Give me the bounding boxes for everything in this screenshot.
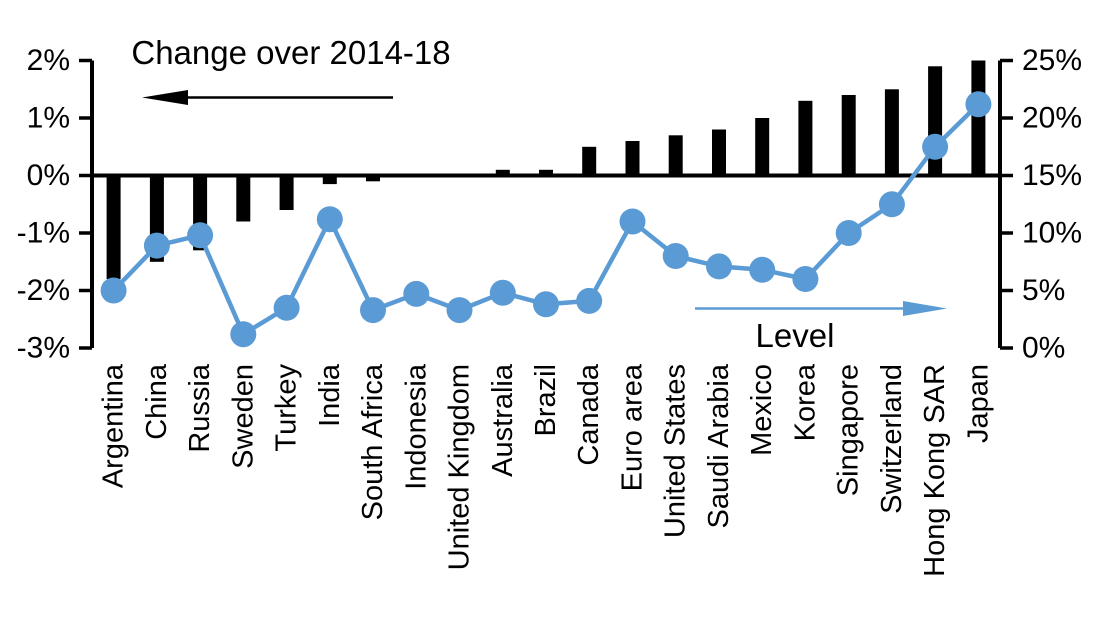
x-label-brazil: Brazil [530, 364, 562, 437]
bar-brazil [539, 169, 553, 176]
marker-hong-kong-sar [922, 133, 949, 160]
marker-argentina [100, 277, 127, 304]
left-axis-tick-label: -1% [17, 217, 70, 250]
bar-south-africa [366, 175, 380, 182]
marker-switzerland [878, 191, 905, 218]
right-axis-tick-label: 25% [1022, 44, 1082, 77]
right-axis-tick-label: 15% [1022, 159, 1082, 192]
right-axis-tick-label: 20% [1022, 102, 1082, 135]
line-series [100, 91, 992, 348]
marker-indonesia [403, 280, 430, 307]
bar-argentina [106, 175, 121, 279]
x-label-sweden: Sweden [227, 364, 259, 469]
marker-australia [489, 279, 516, 306]
bar-india [322, 175, 337, 185]
marker-japan [965, 91, 992, 118]
left-axis-tick-label: 2% [27, 44, 70, 77]
bar-turkey [279, 175, 294, 210]
bar-singapore [841, 95, 856, 176]
right-axis-tick-label: 0% [1022, 332, 1065, 365]
x-label-saudi-arabia: Saudi Arabia [703, 363, 735, 528]
bar-mexico [755, 118, 770, 176]
bar-japan [971, 60, 986, 176]
x-label-china: China [141, 363, 173, 440]
marker-brazil [533, 291, 559, 318]
x-label-canada: Canada [573, 363, 605, 465]
x-label-united-kingdom: United Kingdom [444, 364, 476, 570]
left-axis-tick-label: 0% [27, 159, 70, 192]
right-arrow [695, 301, 947, 316]
category-labels: Argentina China Russia Sweden Turkey India Sou… [98, 363, 995, 577]
marker-russia [187, 222, 214, 249]
marker-sweden [230, 321, 257, 348]
x-label-mexico: Mexico [746, 364, 778, 456]
marker-turkey [273, 294, 300, 321]
marker-china [143, 232, 170, 259]
x-label-indonesia: Indonesia [400, 363, 432, 490]
bar-sweden [236, 175, 251, 222]
marker-mexico [749, 256, 776, 283]
line-series-label: Level [756, 317, 835, 354]
left-axis-tick-label: 1% [27, 102, 70, 135]
marker-united-states [662, 243, 689, 269]
bar-saudi-arabia [712, 129, 726, 176]
bar-euro-area [625, 141, 640, 176]
marker-united-kingdom [446, 297, 473, 324]
x-label-turkey: Turkey [271, 364, 303, 452]
marker-india [316, 206, 343, 233]
x-label-india: India [314, 363, 346, 427]
marker-saudi-arabia [706, 253, 732, 280]
x-label-argentina: Argentina [98, 363, 130, 488]
marker-korea [792, 266, 819, 292]
right-axis-tick-label: 5% [1022, 274, 1065, 307]
marker-south-africa [360, 297, 386, 324]
x-label-australia: Australia [487, 363, 519, 477]
x-label-euro-area: Euro area [617, 363, 649, 491]
marker-canada [576, 287, 603, 314]
bar-canada [582, 146, 597, 176]
x-label-russia: Russia [184, 363, 216, 453]
x-label-south-africa: South Africa [357, 363, 389, 520]
left-arrow [142, 90, 393, 105]
marker-singapore [835, 220, 862, 246]
x-label-hong-kong-sar: Hong Kong SAR [919, 364, 951, 577]
left-axis-tick-label: -3% [17, 332, 70, 365]
bar-series [106, 60, 986, 279]
x-label-united-states: United States [660, 364, 692, 538]
x-label-japan: Japan [962, 364, 994, 443]
left-axis-tick-label: -2% [17, 274, 70, 307]
bar-korea [798, 100, 813, 176]
chart-title: Change over 2014-18 [131, 34, 450, 71]
axes: 2% 1% 0% -1% -2% -3% 25% 20% 15% 10% 5% 0% [17, 44, 1082, 365]
bar-united-states [668, 135, 683, 176]
x-label-singapore: Singapore [833, 364, 865, 496]
right-axis-tick-label: 10% [1022, 217, 1082, 250]
x-label-korea: Korea [789, 363, 821, 441]
marker-euro-area [619, 208, 646, 235]
x-label-switzerland: Switzerland [876, 364, 908, 514]
bar-switzerland [884, 89, 899, 176]
bar-australia [495, 169, 510, 176]
